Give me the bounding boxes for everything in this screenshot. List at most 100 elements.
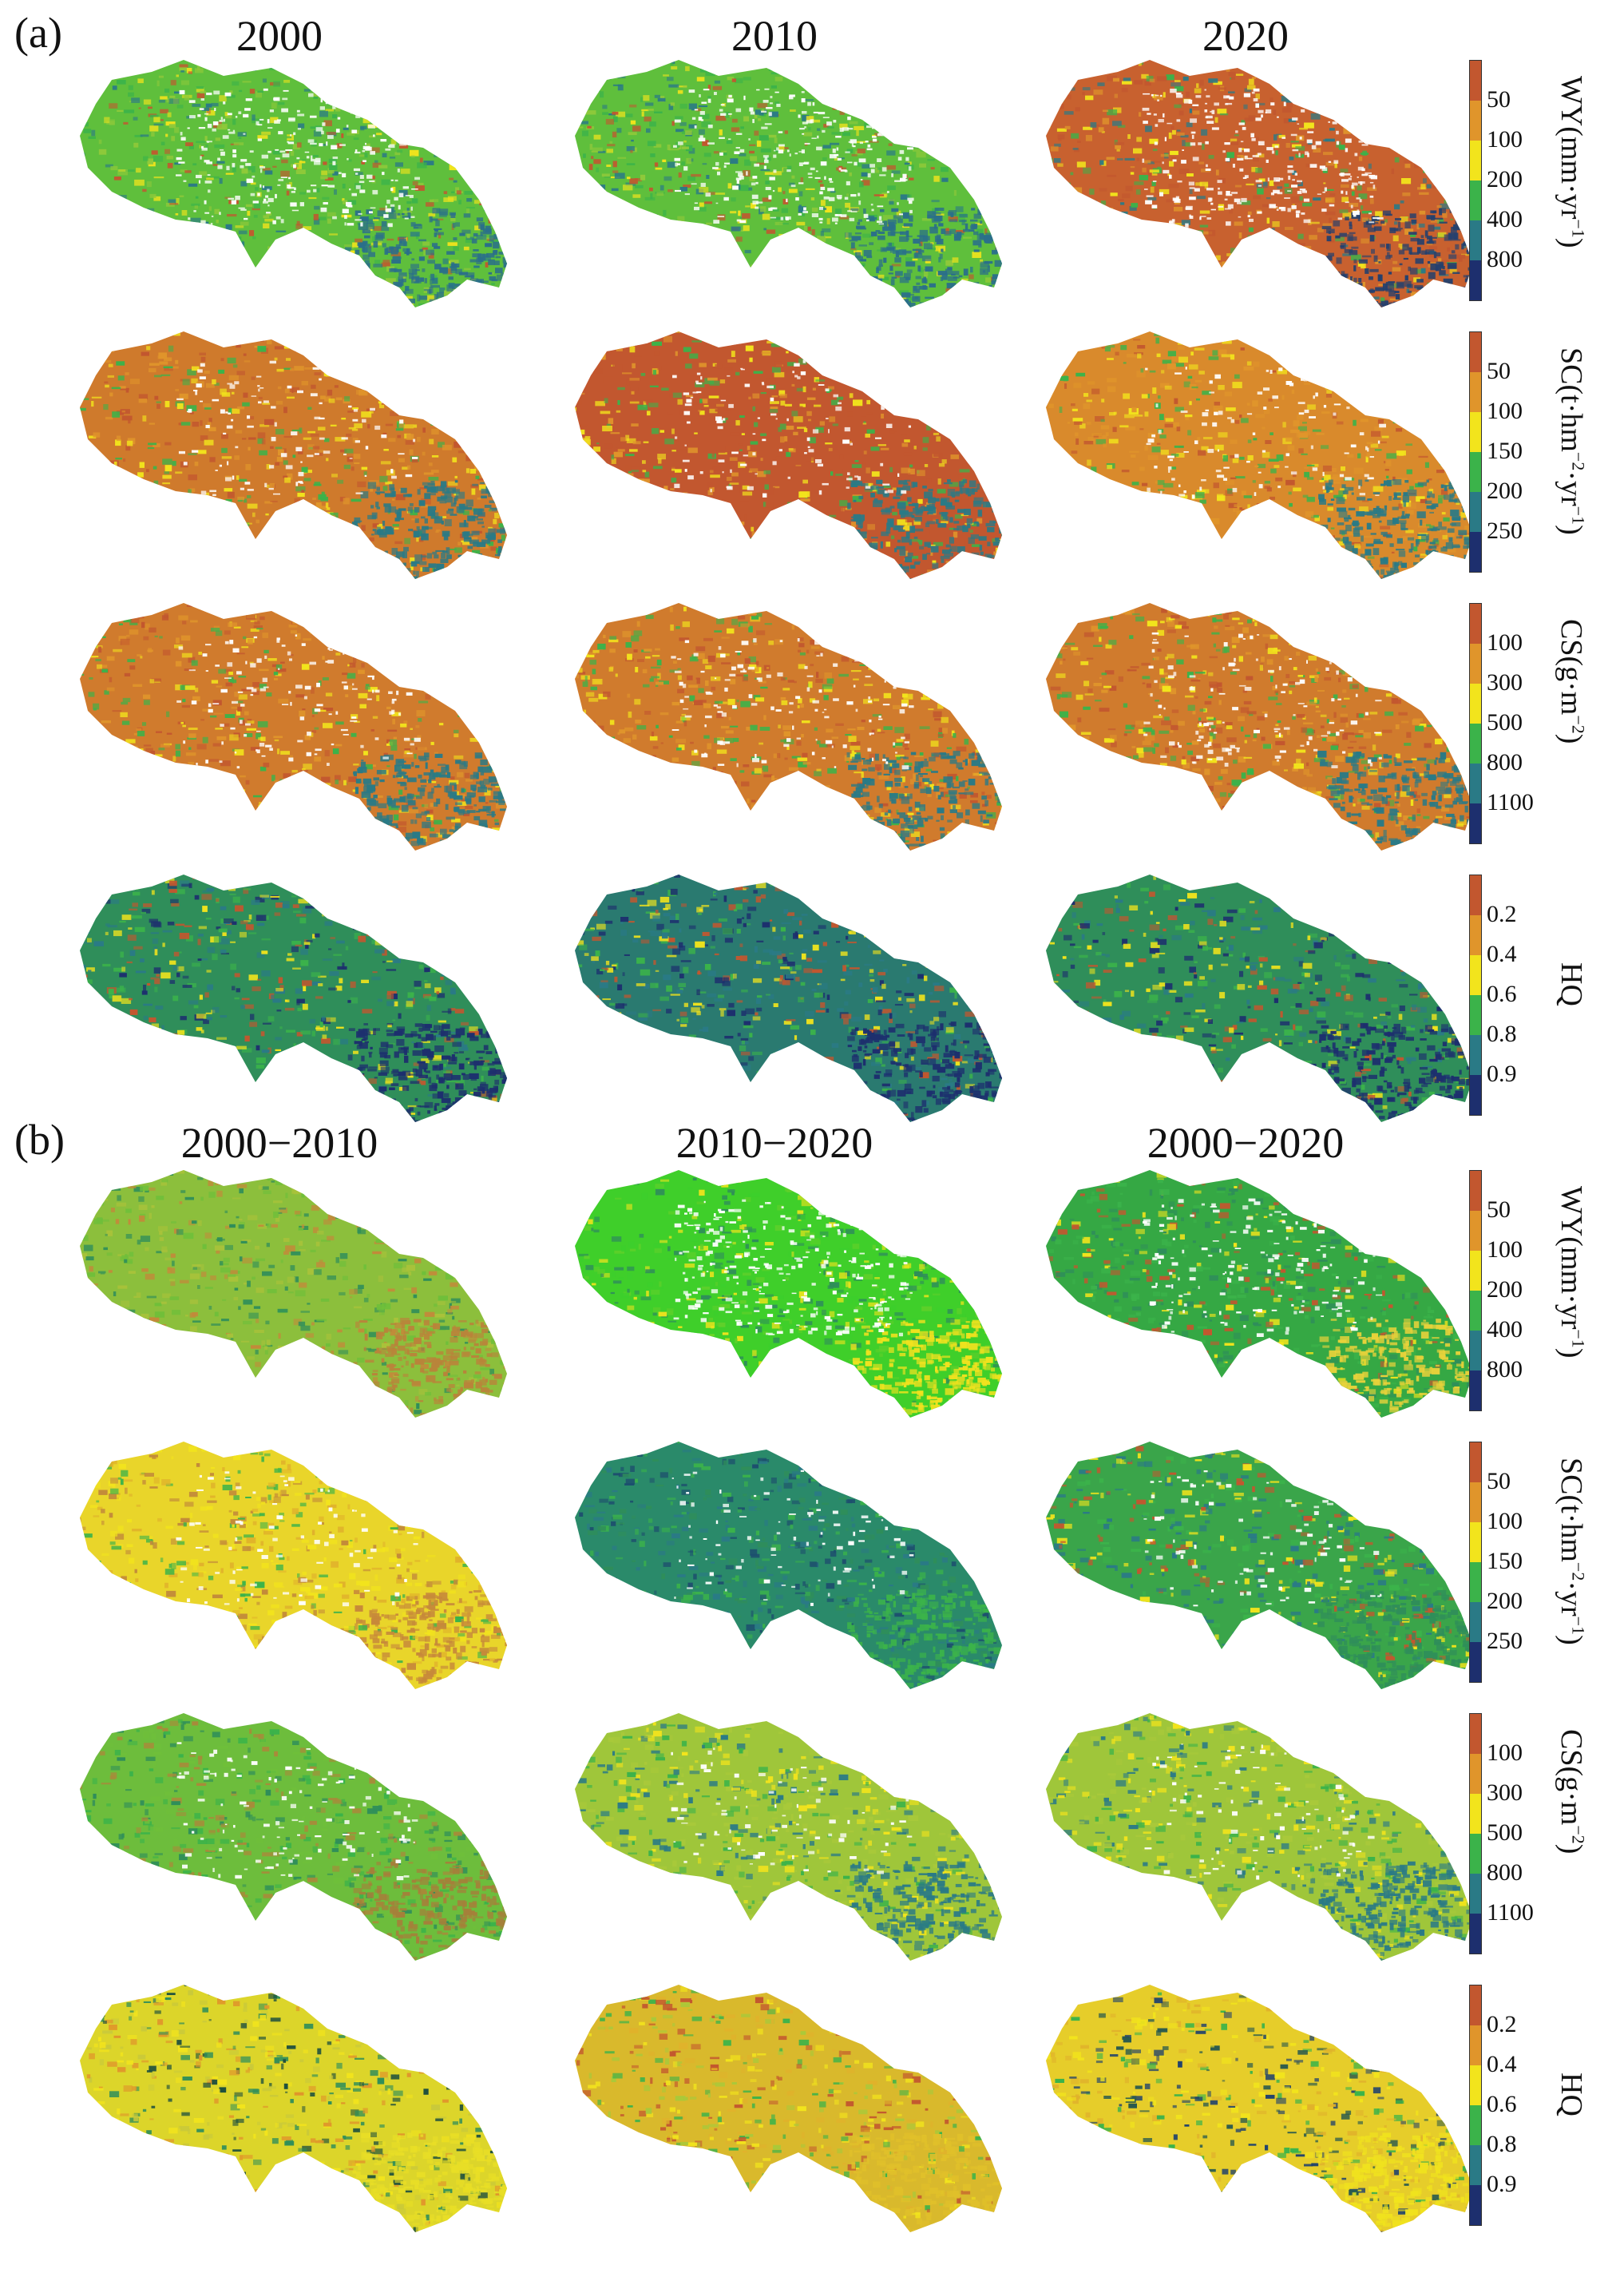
legend-color-swatch — [1470, 915, 1481, 955]
legend-color-swatch — [1470, 1075, 1481, 1115]
map-wy-2020 — [1030, 48, 1501, 319]
legend-tick: 50 — [1487, 359, 1511, 383]
legend-tick: 0.6 — [1487, 2092, 1517, 2116]
legend-color-swatch — [1470, 372, 1481, 412]
map-cs-2010−2020 — [559, 1701, 1030, 1973]
column-title-b-2: 2010−2020 — [575, 1121, 974, 1164]
map-sc-2020 — [1030, 319, 1501, 591]
legend-color-swatch — [1470, 955, 1481, 995]
legend-color-swatch — [1470, 1035, 1481, 1075]
legend-tick: 400 — [1487, 1318, 1523, 1342]
region-map-svg — [1046, 1713, 1473, 1961]
legend-color-swatch — [1470, 995, 1481, 1035]
region-map-svg — [80, 603, 507, 851]
legend-title: WY(mm·yr−1) — [1554, 1186, 1589, 1358]
legend-tick: 200 — [1487, 1589, 1523, 1613]
panel-label-b: (b) — [14, 1118, 65, 1161]
region-map-svg — [575, 875, 1002, 1122]
column-title-a-2: 2010 — [575, 14, 974, 58]
map-wy-2010 — [559, 48, 1030, 319]
legend-color-swatch — [1470, 1794, 1481, 1834]
legend-wy: 50 100 200 400 800 WY(mm·yr−1) — [1469, 1170, 1621, 1411]
legend-tick: 200 — [1487, 1278, 1523, 1302]
map-hq-2000−2020 — [1030, 1973, 1501, 2244]
region-map-svg — [575, 1713, 1002, 1961]
legend-color-swatch — [1470, 803, 1481, 843]
legend-color-swatch — [1470, 220, 1481, 260]
legend-tick: 300 — [1487, 1781, 1523, 1805]
legend-tick: 0.4 — [1487, 942, 1517, 966]
legend-color-swatch — [1470, 1562, 1481, 1602]
legend-color-swatch — [1470, 724, 1481, 764]
region-map-svg — [575, 1985, 1002, 2232]
legend-sc: 50 100 150 200 250 SC(t·hm−2·yr−1) — [1469, 331, 1621, 573]
legend-title: SC(t·hm−2·yr−1) — [1554, 347, 1589, 535]
legend-wy: 50 100 200 400 800 WY(mm·yr−1) — [1469, 60, 1621, 301]
column-title-a-3: 2020 — [1046, 14, 1445, 58]
region-map-svg — [1046, 331, 1473, 579]
map-base-fill — [575, 1442, 1002, 1689]
legend-color-swatch — [1470, 1442, 1481, 1482]
legend-color-swatch — [1470, 644, 1481, 684]
panel-label-a: (a) — [14, 11, 62, 54]
map-hq-2010 — [559, 863, 1030, 1134]
map-hq-2000−2010 — [64, 1973, 535, 2244]
map-hq-2000 — [64, 863, 535, 1134]
region-map-svg — [80, 875, 507, 1122]
legend-tick: 1100 — [1487, 791, 1534, 815]
legend-tick: 800 — [1487, 751, 1523, 775]
legend-tick: 100 — [1487, 128, 1523, 152]
legend-color-swatch — [1470, 2025, 1481, 2065]
column-title-b-3: 2000−2020 — [1046, 1121, 1445, 1164]
legend-color-swatch — [1470, 1642, 1481, 1682]
region-map-svg — [575, 1442, 1002, 1689]
legend-color-swatch — [1470, 1371, 1481, 1410]
legend-tick: 100 — [1487, 1238, 1523, 1262]
legend-tick: 0.4 — [1487, 2053, 1517, 2077]
region-map-svg — [575, 331, 1002, 579]
legend-tick: 250 — [1487, 1629, 1523, 1653]
legend-color-swatch — [1470, 764, 1481, 803]
region-map-svg — [80, 1170, 507, 1418]
legend-tick: 800 — [1487, 1358, 1523, 1382]
legend-color-swatch — [1470, 1251, 1481, 1291]
legend-cs: 100 300 500 800 1100 CS(g·m−2) — [1469, 603, 1621, 844]
legend-tick: 0.2 — [1487, 902, 1517, 926]
map-sc-2010 — [559, 319, 1030, 591]
map-cs-2000 — [64, 591, 535, 863]
legend-color-swatch — [1470, 141, 1481, 180]
legend-tick: 50 — [1487, 1198, 1511, 1222]
map-sc-2000−2020 — [1030, 1430, 1501, 1701]
legend-color-swatch — [1470, 332, 1481, 372]
legend-tick: 1100 — [1487, 1901, 1534, 1925]
legend-color-swatch — [1470, 2145, 1481, 2185]
map-wy-2000 — [64, 48, 535, 319]
legend-tick: 100 — [1487, 1509, 1523, 1533]
legend-tick: 0.6 — [1487, 982, 1517, 1006]
map-sc-2000−2010 — [64, 1430, 535, 1701]
legend-color-swatch — [1470, 1834, 1481, 1874]
legend-color-swatch — [1470, 61, 1481, 101]
legend-title: HQ — [1554, 962, 1589, 1006]
legend-color-swatch — [1470, 260, 1481, 300]
legend-title: SC(t·hm−2·yr−1) — [1554, 1458, 1589, 1645]
legend-color-swatch — [1470, 1522, 1481, 1562]
region-map-svg — [1046, 875, 1473, 1122]
region-map-svg — [575, 603, 1002, 851]
region-map-svg — [80, 60, 507, 307]
legend-tick: 500 — [1487, 1821, 1523, 1845]
legend-title: HQ — [1554, 2073, 1589, 2116]
column-title-a-1: 2000 — [80, 14, 479, 58]
legend-color-swatch — [1470, 875, 1481, 915]
legend-color-bar — [1469, 1985, 1482, 2226]
legend-tick: 0.2 — [1487, 2013, 1517, 2037]
map-wy-2000−2020 — [1030, 1158, 1501, 1430]
legend-color-swatch — [1470, 412, 1481, 452]
legend-tick: 50 — [1487, 1470, 1511, 1493]
legend-color-bar — [1469, 603, 1482, 844]
legend-color-swatch — [1470, 1985, 1481, 2025]
region-map-svg — [1046, 1170, 1473, 1418]
legend-tick: 500 — [1487, 711, 1523, 735]
legend-tick: 0.8 — [1487, 2132, 1517, 2156]
region-map-svg — [80, 1713, 507, 1961]
